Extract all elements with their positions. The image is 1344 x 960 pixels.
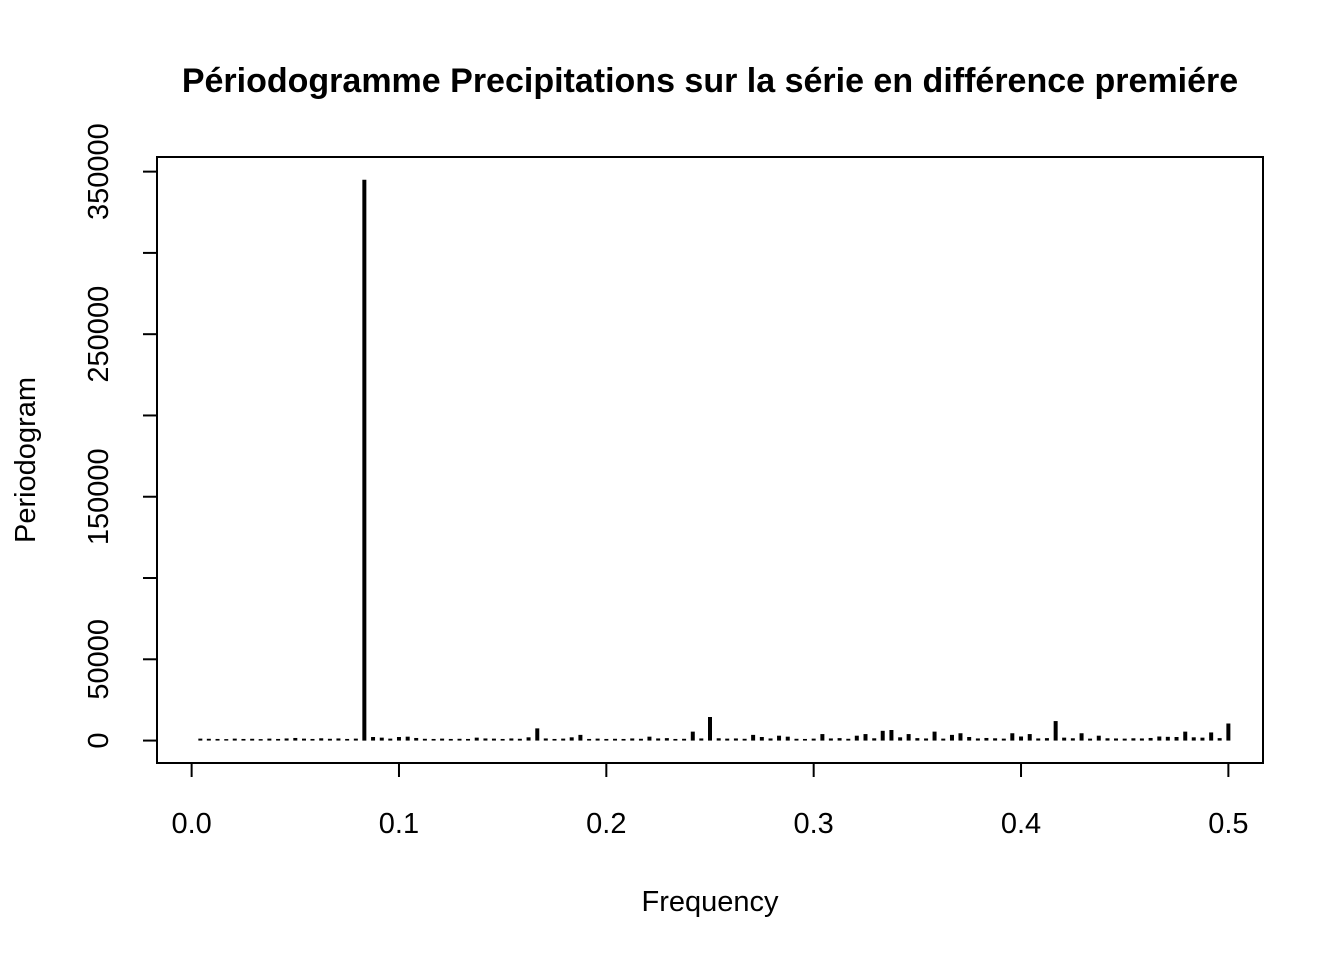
y-axis: 0 50000 150000 250000 350000 (83, 123, 158, 749)
chart-title: Périodogramme Precipitations sur la séri… (182, 62, 1238, 100)
y-tick-label-5: 250000 (83, 286, 115, 383)
plot-frame (156, 156, 1264, 764)
y-tick-label-0: 0 (83, 732, 115, 748)
y-tick-label-7: 350000 (83, 123, 115, 220)
x-axis-label: Frequency (641, 886, 779, 918)
x-tick-label-2: 0.2 (586, 808, 626, 840)
x-tick-label-0: 0.0 (171, 808, 211, 840)
x-tick-label-5: 0.5 (1208, 808, 1248, 840)
y-axis-label: Periodogram (10, 377, 42, 543)
bars-group (198, 179, 1231, 741)
x-axis: 0.0 0.1 0.2 0.3 0.4 0.5 (171, 762, 1249, 840)
x-tick-label-4: 0.4 (1001, 808, 1041, 840)
y-tick-label-3: 150000 (83, 448, 115, 545)
x-tick-label-3: 0.3 (794, 808, 834, 840)
x-tick-label-1: 0.1 (379, 808, 419, 840)
y-tick-label-1: 50000 (83, 619, 115, 700)
